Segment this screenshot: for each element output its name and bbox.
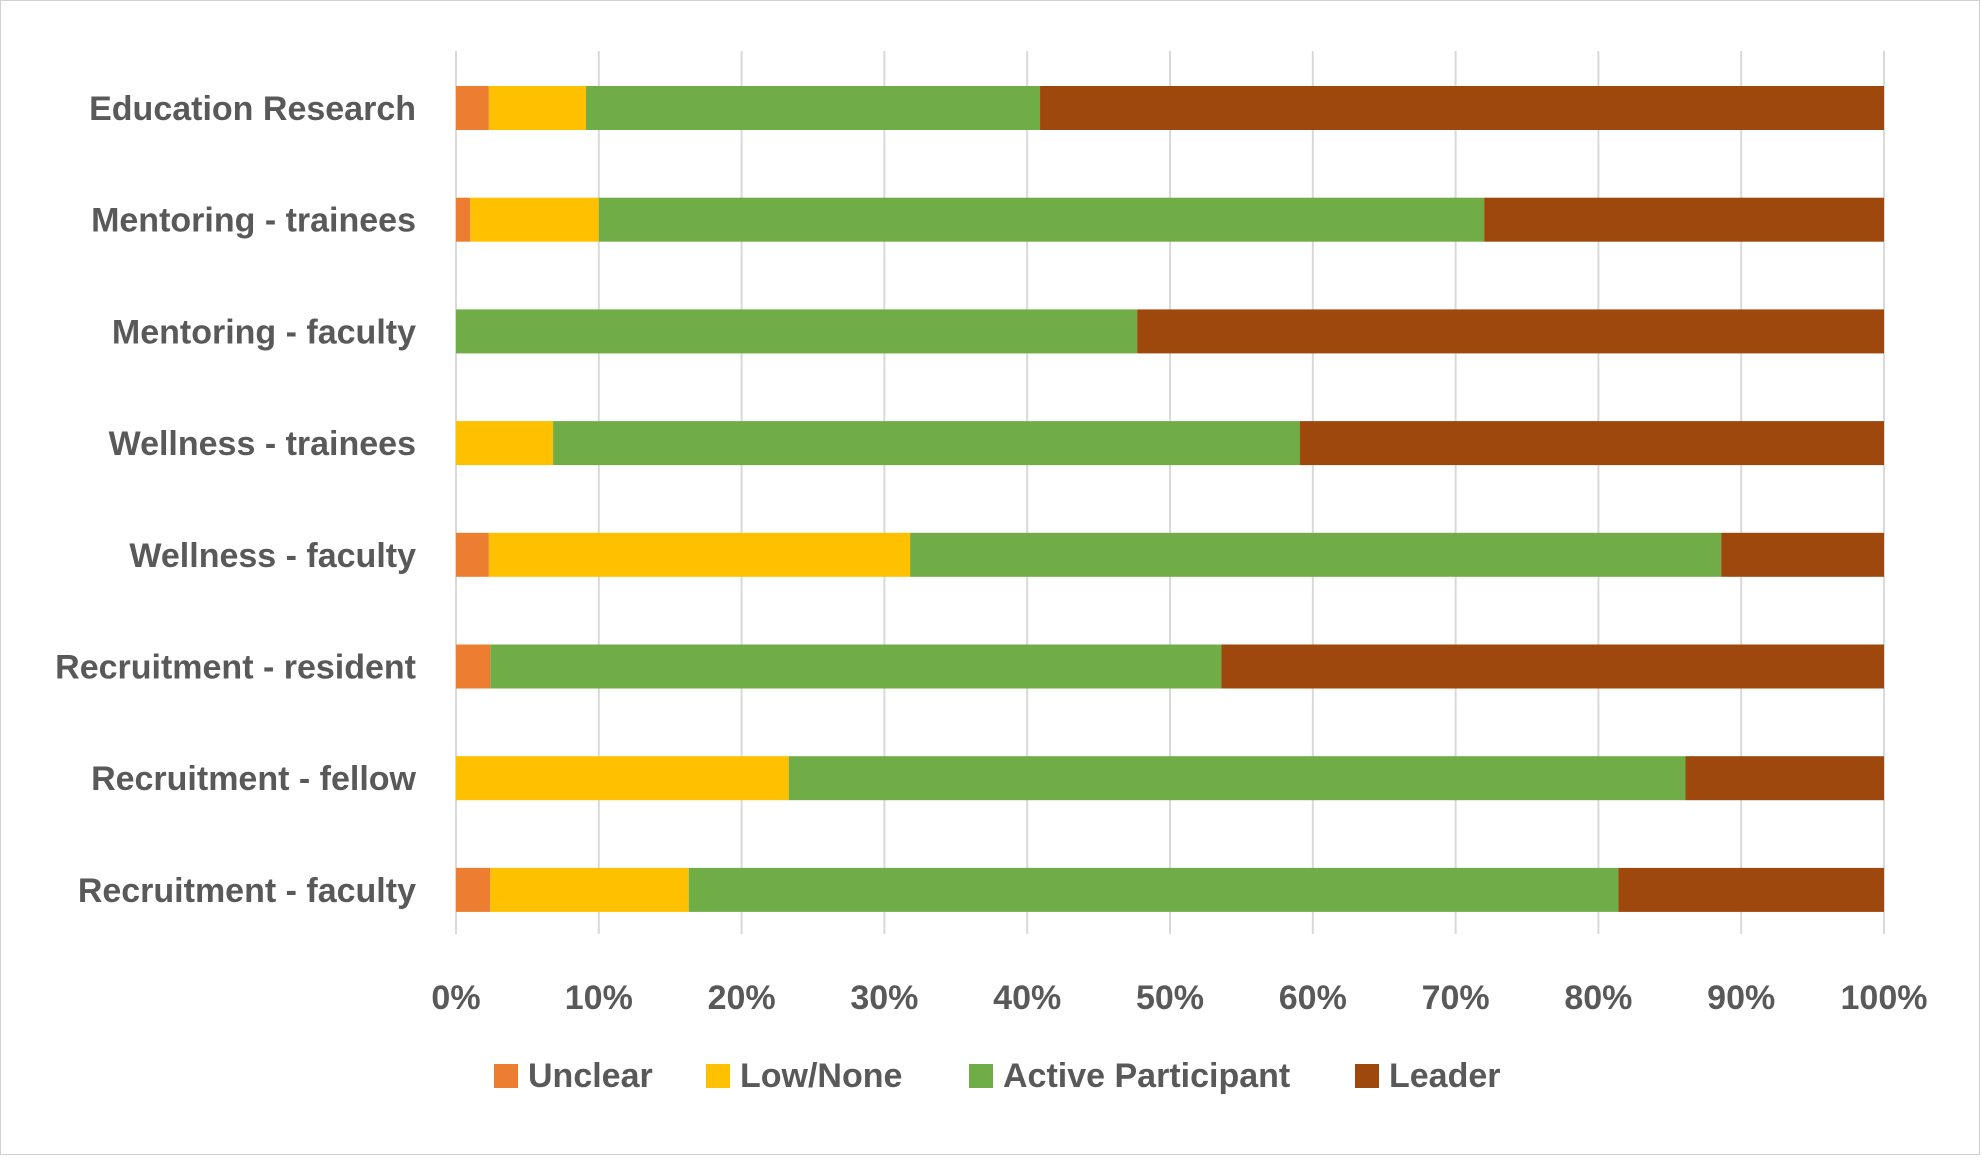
bar-segment-low-none bbox=[490, 867, 689, 912]
y-axis-labels: Education Research Mentoring - trainees Me… bbox=[55, 90, 416, 910]
bar-segment-leader bbox=[1484, 197, 1884, 242]
bar-segment-unclear bbox=[456, 644, 491, 689]
x-axis-tick-label: 0% bbox=[431, 979, 480, 1017]
bar-segment-unclear bbox=[456, 867, 491, 912]
x-axis-tick-label: 70% bbox=[1422, 979, 1490, 1017]
gridlines bbox=[455, 51, 1885, 934]
legend-label: Unclear bbox=[528, 1057, 653, 1095]
x-axis-tick-labels: 0% 10% 20% 30% 40% 50% 60% 70% 80% 90% 100% bbox=[431, 979, 1927, 1017]
y-axis-label: Wellness - faculty bbox=[129, 537, 416, 575]
legend-swatch bbox=[1355, 1064, 1379, 1088]
bar-segment-leader bbox=[1137, 309, 1884, 354]
bar-segment-unclear bbox=[456, 532, 489, 577]
bar-segment-active-participant bbox=[598, 197, 1485, 242]
bar-segment-leader bbox=[1618, 867, 1884, 912]
x-axis-tick-label: 10% bbox=[565, 979, 633, 1017]
bar-segment-leader bbox=[1685, 756, 1884, 801]
bar-segment-active-participant bbox=[490, 644, 1222, 689]
x-axis-tick-label: 60% bbox=[1279, 979, 1347, 1017]
bar-segment-leader bbox=[1040, 86, 1884, 130]
x-axis-tick-label: 30% bbox=[850, 979, 918, 1017]
bar-segment-low-none bbox=[488, 532, 911, 577]
legend-swatch bbox=[494, 1064, 518, 1088]
x-axis-tick-label: 20% bbox=[708, 979, 776, 1017]
legend-label: Low/None bbox=[740, 1057, 902, 1095]
bar-segment-unclear bbox=[456, 197, 471, 242]
bar-segment-leader bbox=[1221, 644, 1884, 689]
legend-swatch bbox=[706, 1064, 730, 1088]
x-axis-tick-label: 50% bbox=[1136, 979, 1204, 1017]
bar-segment-unclear bbox=[456, 86, 489, 130]
y-axis-label: Recruitment - faculty bbox=[78, 872, 416, 910]
bar-segment-active-participant bbox=[688, 867, 1619, 912]
y-axis-label: Mentoring - faculty bbox=[112, 313, 416, 351]
y-axis-label: Recruitment - resident bbox=[55, 649, 416, 687]
bar-segment-low-none bbox=[456, 421, 554, 466]
legend: Unclear Low/None Active Participant Leader bbox=[494, 1057, 1501, 1095]
y-axis-label: Wellness - trainees bbox=[109, 425, 416, 463]
bar-segment-active-participant bbox=[585, 86, 1041, 130]
bar-segment-leader bbox=[1299, 421, 1884, 466]
y-axis-label: Mentoring - trainees bbox=[91, 202, 416, 240]
x-axis-tick-label: 80% bbox=[1564, 979, 1632, 1017]
bar-segment-leader bbox=[1721, 532, 1884, 577]
x-axis-tick-label: 40% bbox=[993, 979, 1061, 1017]
legend-swatch bbox=[969, 1064, 993, 1088]
legend-label: Leader bbox=[1389, 1057, 1501, 1095]
legend-label: Active Participant bbox=[1003, 1057, 1290, 1095]
y-axis-label: Recruitment - fellow bbox=[91, 760, 416, 798]
bar-segment-active-participant bbox=[553, 421, 1300, 466]
bar-segment-active-participant bbox=[910, 532, 1722, 577]
bars bbox=[456, 86, 1884, 912]
bar-segment-active-participant bbox=[456, 309, 1138, 354]
bar-segment-active-participant bbox=[788, 756, 1686, 801]
x-axis-tick-label: 100% bbox=[1841, 979, 1928, 1017]
x-axis-tick-label: 90% bbox=[1707, 979, 1775, 1017]
bar-segment-low-none bbox=[470, 197, 599, 242]
y-axis-label: Education Research bbox=[89, 90, 416, 128]
bar-segment-low-none bbox=[488, 86, 586, 130]
bar-segment-low-none bbox=[456, 756, 789, 801]
